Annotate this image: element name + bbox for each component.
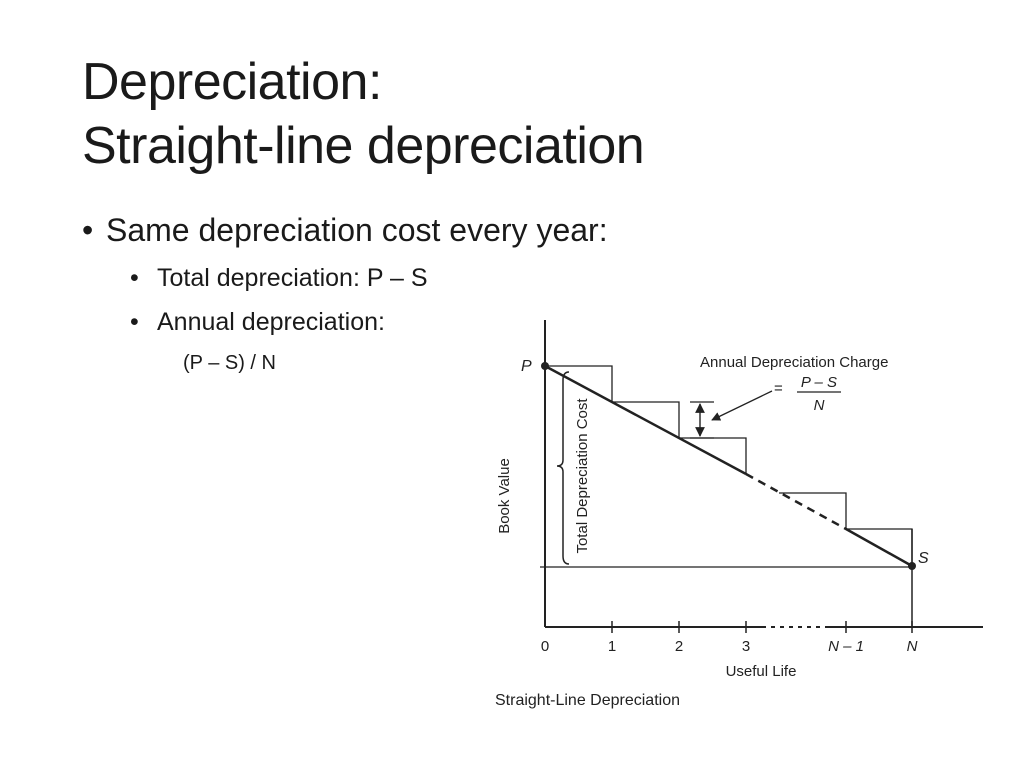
bullet-level1: • Same depreciation cost every year: bbox=[82, 210, 608, 250]
bullet-dot: • bbox=[130, 264, 139, 292]
book-value-line-end bbox=[845, 527, 913, 568]
book-value-line-dashed bbox=[745, 472, 847, 531]
bullet-level2-annual: • Annual depreciation: bbox=[130, 306, 385, 338]
diagram-caption: Straight-Line Depreciation bbox=[495, 692, 680, 709]
point-p-label: P bbox=[521, 358, 532, 375]
annotation-equals: = bbox=[774, 380, 783, 397]
slide-title: Depreciation: Straight-line depreciation bbox=[82, 50, 645, 178]
point-s-marker bbox=[908, 562, 916, 570]
bullet-text-total: Total depreciation: P – S bbox=[157, 264, 428, 292]
x-tick-label-0: 0 bbox=[541, 638, 549, 655]
bullet-text-same-cost: Same depreciation cost every year: bbox=[106, 212, 608, 248]
x-axis-label: Useful Life bbox=[726, 663, 797, 680]
annotation-leader-arrow bbox=[711, 390, 773, 421]
x-tick-label-n-minus-1: N – 1 bbox=[828, 638, 864, 655]
bullet-level3-formula: (P – S) / N bbox=[183, 352, 276, 374]
title-line-1: Depreciation: bbox=[82, 53, 382, 111]
point-s-label: S bbox=[918, 550, 929, 567]
bullet-text-annual: Annual depreciation: bbox=[157, 308, 385, 336]
bracket-label: Total Depreciation Cost bbox=[574, 398, 591, 554]
x-tick-label-1: 1 bbox=[608, 638, 616, 655]
book-value-line bbox=[544, 364, 747, 476]
total-cost-brace bbox=[556, 371, 570, 565]
annotation-numerator: P – S bbox=[801, 374, 837, 391]
bullet-dot: • bbox=[130, 308, 139, 336]
title-line-2: Straight-line depreciation bbox=[82, 117, 645, 175]
annotation-title: Annual Depreciation Charge bbox=[700, 354, 888, 371]
annotation-denominator: N bbox=[814, 397, 825, 414]
y-axis-label: Book Value bbox=[496, 458, 513, 534]
x-tick-label-3: 3 bbox=[742, 638, 750, 655]
x-tick-label-2: 2 bbox=[675, 638, 683, 655]
point-p-marker bbox=[541, 362, 549, 370]
annual-charge-steps bbox=[545, 365, 747, 474]
bullet-dot: • bbox=[82, 212, 94, 248]
bullet-level2-total: • Total depreciation: P – S bbox=[130, 262, 428, 294]
x-tick-label-n: N bbox=[907, 638, 918, 655]
